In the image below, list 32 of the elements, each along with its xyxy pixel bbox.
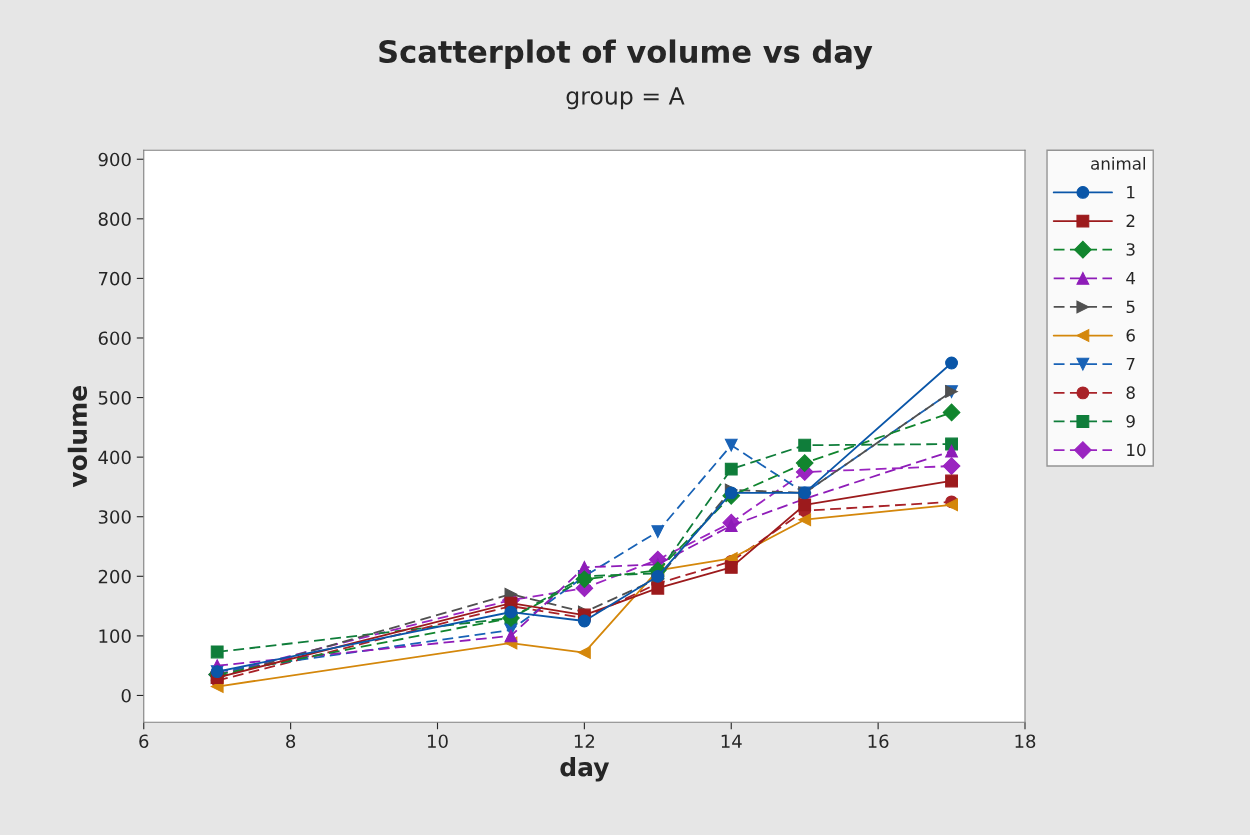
legend-title: animal: [1091, 156, 1146, 170]
x-tick-label: 12: [574, 734, 595, 748]
y-axis-title: volume: [67, 386, 88, 488]
y-tick-label: 500: [98, 391, 131, 405]
x-tick-label: 14: [721, 734, 742, 748]
y-tick-label: 900: [98, 152, 131, 167]
legend-label: 6: [1126, 329, 1135, 342]
legend-label: 3: [1126, 243, 1135, 256]
chart-title: Scatterplot of volume vs day: [379, 39, 873, 70]
legend-label: 5: [1126, 300, 1135, 314]
y-tick-label: 200: [98, 569, 131, 584]
x-tick-label: 8: [286, 734, 296, 749]
legend-label: 9: [1126, 414, 1135, 428]
y-tick-label: 800: [98, 212, 131, 226]
x-tick-label: 6: [139, 734, 149, 749]
y-tick-label: 600: [98, 331, 131, 346]
legend-label: 4: [1126, 272, 1136, 285]
y-tick-label: 400: [98, 450, 131, 465]
legend-label: 1: [1127, 186, 1135, 199]
y-tick-label: 700: [98, 271, 131, 286]
x-tick-label: 16: [868, 734, 889, 749]
legend-label: 8: [1126, 386, 1135, 399]
legend-label: 7: [1126, 357, 1135, 371]
y-tick-label: 0: [121, 688, 131, 703]
chart-subtitle: group = A: [566, 87, 685, 110]
x-axis-title: day: [560, 757, 610, 782]
x-tick-label: 18: [1015, 734, 1036, 749]
legend-label: 2: [1126, 214, 1135, 227]
y-tick-label: 100: [99, 629, 131, 643]
y-tick-label: 300: [98, 510, 131, 524]
legend-label: 10: [1127, 443, 1146, 457]
x-tick-label: 10: [428, 734, 448, 749]
